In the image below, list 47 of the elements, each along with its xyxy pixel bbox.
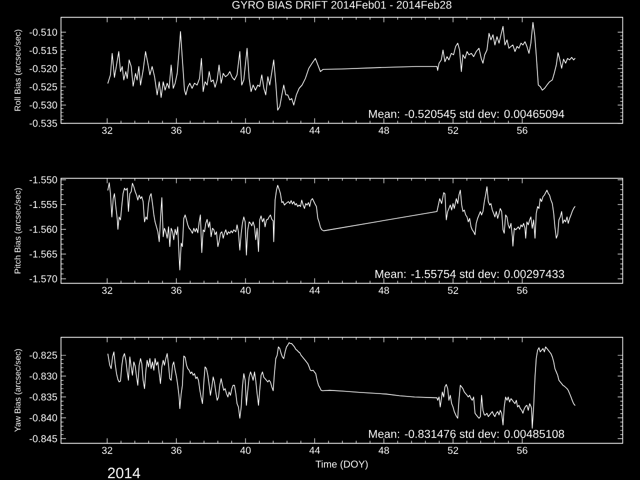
x-tick-label: 52 [448, 126, 458, 134]
line-series [107, 22, 576, 111]
y-tick-label: -1.555 [30, 201, 58, 208]
x-tick-label: 44 [309, 446, 320, 454]
annotation: Mean: -0.831476 std dev: 0.00485108 [369, 430, 564, 438]
y-tick-label: -0.830 [30, 372, 58, 380]
x-tick-label: 32 [102, 446, 112, 454]
x-tick-label: 44 [309, 126, 320, 134]
x-tick-label: 52 [448, 286, 458, 294]
x-tick-label: 36 [171, 126, 182, 134]
x-tick-label: 40 [240, 126, 251, 134]
x-tick-label: 52 [448, 446, 458, 454]
x-axis-title: Time (DOY) [316, 460, 368, 470]
x-tick-label: 48 [378, 126, 390, 134]
y-axis-title: Roll Bias (arcsec/sec) [14, 30, 22, 111]
x-tick-label: 36 [171, 446, 182, 454]
y-tick-label: -0.535 [30, 120, 58, 127]
x-tick-label: 56 [517, 286, 528, 294]
annotation: Mean: -1.55754 std dev: 0.00297433 [375, 270, 564, 278]
y-tick-label: -0.530 [30, 102, 58, 109]
x-tick-label: 40 [240, 286, 251, 294]
y-tick-label: -1.550 [30, 176, 58, 184]
x-tick-label: 56 [517, 126, 528, 134]
x-tick-label: 44 [309, 286, 320, 294]
y-tick-label: -1.560 [30, 226, 58, 233]
y-axis-title: Yaw Bias (arcsec/sec) [14, 349, 22, 432]
x-tick-label: 32 [102, 126, 112, 134]
y-tick-label: -0.515 [30, 46, 58, 54]
x-tick-label: 32 [102, 286, 112, 294]
y-tick-label: -0.510 [30, 28, 58, 36]
x-tick-label: 40 [240, 446, 251, 454]
chart-title: GYRO BIAS DRIFT 2014Feb01 - 2014Feb28 [232, 0, 452, 9]
x-tick-label: 36 [171, 286, 182, 294]
x-tick-label: 48 [378, 446, 390, 454]
y-tick-label: -0.845 [30, 435, 58, 442]
y-tick-label: -0.840 [30, 414, 58, 422]
y-tick-label: -0.835 [30, 393, 58, 401]
text: 2014 [108, 468, 140, 478]
y-tick-label: -0.525 [30, 83, 58, 90]
x-tick-label: 56 [517, 446, 528, 454]
y-tick-label: -0.520 [30, 65, 58, 72]
x-tick-label: 48 [378, 286, 390, 294]
annotation: Mean: -0.520545 std dev: 0.00465094 [369, 110, 564, 118]
y-axis-title: Pitch Bias (arcsec/sec) [14, 188, 22, 274]
y-tick-label: -0.825 [30, 352, 58, 359]
y-tick-label: -1.565 [30, 250, 58, 258]
y-tick-label: -1.570 [30, 275, 58, 282]
